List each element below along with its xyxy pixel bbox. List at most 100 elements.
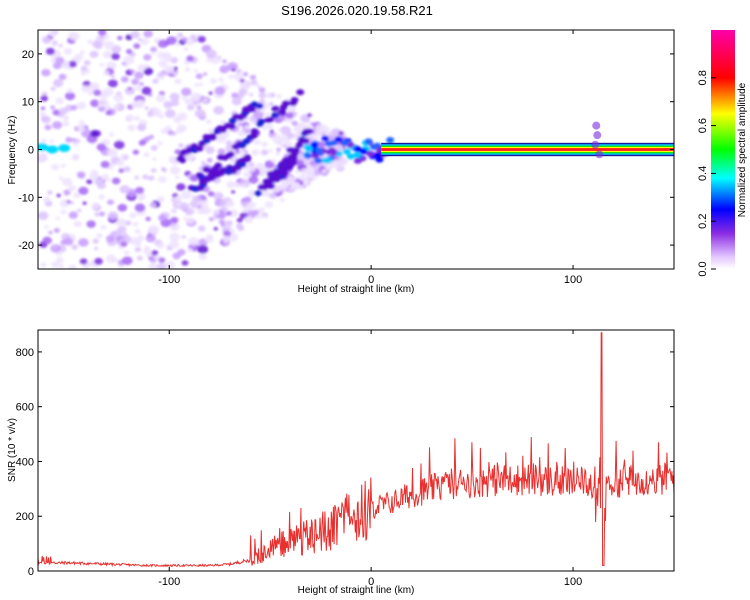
spectrogram-noise-blob (62, 115, 70, 121)
spectrogram-noise-blob (317, 141, 326, 148)
spectrogram-transition-blob (369, 143, 378, 150)
spectrogram-noise-blob (255, 83, 263, 89)
spectrogram-noise-blob (208, 217, 214, 222)
spectrogram-transition-blob (364, 138, 373, 145)
spectrogram-transition-blob (329, 139, 338, 146)
spectrogram-noise-blob (320, 131, 327, 137)
spectrogram-x-tick-label: 0 (368, 274, 374, 286)
spectrogram-noise-blob (181, 95, 188, 101)
spectrogram-noise-blob (40, 95, 49, 102)
spectrogram-streak-blob (305, 128, 314, 135)
spectrogram-noise-blob (38, 153, 49, 162)
spectrogram-transition-blob (311, 152, 320, 159)
spectrogram-noise-blob (134, 203, 146, 212)
spectrogram-noise-blob (101, 179, 106, 183)
spectrogram-noise-blob (202, 97, 209, 104)
spectrogram-noise-blob (58, 107, 68, 115)
spectrogram-noise-blob (268, 102, 274, 107)
spectrogram-noise-blob (95, 232, 103, 239)
spectrogram-noise-blob (261, 213, 267, 219)
spectrogram-noise-blob (213, 226, 219, 231)
spectrogram-noise-blob (258, 92, 267, 99)
spectrogram-noise-blob (107, 199, 114, 205)
spectrogram-noise-blob (168, 155, 178, 164)
spectrogram-noise-blob (176, 112, 188, 121)
spectrogram-noise-blob (186, 217, 195, 225)
spectrogram-noise-blob (123, 250, 130, 256)
spectrogram-noise-blob (79, 258, 88, 265)
spectrogram-noise-blob (111, 75, 116, 79)
spectrogram-noise-blob (60, 209, 67, 215)
spectrogram-noise-blob (97, 98, 109, 108)
spectrogram-streak-blob (178, 157, 187, 164)
spectrogram-noise-blob (281, 117, 286, 122)
spectrogram-noise-blob (184, 98, 194, 106)
spectrogram-noise-blob (134, 175, 139, 180)
spectrogram-y-label: Frequency (Hz) (7, 116, 18, 185)
spectrogram-noise-blob (71, 154, 80, 161)
spectrogram-noise-blob (113, 140, 125, 150)
spectrogram-transition-blob (329, 149, 338, 156)
spectrogram-noise-blob (140, 38, 150, 45)
spectrogram-noise-blob (43, 225, 49, 229)
spectrogram-streak-blob (254, 190, 263, 197)
spectrogram-noise-blob (219, 65, 230, 74)
spectrogram-noise-blob (137, 197, 143, 202)
spectrogram-noise-blob (186, 55, 194, 62)
spectrogram-noise-blob (76, 101, 87, 110)
spectrogram-noise-blob (206, 57, 213, 63)
spectrogram-noise-blob (259, 108, 265, 113)
spectrogram-x-tick-label: 100 (564, 274, 582, 286)
spectrogram-noise-blob (39, 111, 46, 117)
spectrogram-noise-blob (50, 86, 56, 91)
spectrogram-noise-blob (58, 43, 63, 48)
snr-x-tick-label: 100 (564, 576, 582, 588)
spectrogram-noise-blob (180, 190, 192, 200)
spectrogram-transition-blob (324, 157, 333, 164)
spectrogram-noise-blob (174, 78, 182, 85)
spectrogram-noise-blob (308, 133, 315, 139)
spectrogram-noise-blob (222, 235, 231, 243)
snr-series-line (38, 332, 674, 568)
spectrogram-noise-blob (94, 178, 103, 186)
spectrogram-noise-blob (103, 87, 114, 97)
spectrogram-y-tick-label: -10 (18, 192, 34, 204)
spectrogram-noise-blob (80, 71, 86, 76)
spectrogram-transition-blob (321, 135, 330, 142)
snr-y-tick-label: 600 (16, 402, 34, 414)
spectrogram-noise-blob (38, 211, 49, 221)
spectrogram-noise-blob (218, 200, 226, 206)
spectrogram-noise-blob (130, 30, 140, 39)
spectrogram-noise-blob (231, 92, 239, 99)
spectrogram-noise-blob (164, 109, 176, 118)
spectrogram-noise-blob (208, 91, 213, 95)
spectrogram-noise-blob (79, 50, 85, 55)
spectrogram-noise-blob (155, 94, 166, 103)
spectrogram-noise-blob (248, 175, 259, 184)
snr-x-tick-label: -100 (158, 576, 180, 588)
spectrogram-noise-blob (212, 209, 220, 216)
snr-y-tick-label: 0 (28, 566, 34, 578)
spectrogram-transition-blob (305, 146, 314, 153)
spectrogram-noise-blob (135, 241, 142, 247)
spectrogram-noise-blob (105, 110, 112, 116)
snr-panel: -100 0 100 0 200 400 600 800 Height of straigh… (7, 329, 675, 596)
spectrogram-x-ticks: -100 0 100 (158, 30, 582, 286)
spectrogram-noise-blob (106, 61, 117, 70)
spectrogram-noise-blob (202, 72, 208, 76)
spectrogram-noise-blob (243, 171, 252, 178)
spectrogram-transition-blob (346, 153, 355, 160)
spectrogram-noise-blob (246, 201, 256, 210)
spectrogram-noise-blob (131, 78, 140, 85)
spectrogram-streak-blob (228, 123, 237, 130)
spectrogram-noise-blob (271, 158, 277, 164)
spectrogram-noise-blob (176, 202, 182, 207)
spectrogram-noise-blob (284, 141, 293, 148)
spectrogram-noise-blob (89, 50, 99, 58)
spectrogram-y-ticks: -20 -10 0 10 20 (18, 49, 674, 252)
spectrogram-noise-blob (139, 82, 144, 87)
spectrogram-noise-blob (78, 238, 89, 247)
spectrogram-streak-blob (214, 162, 223, 169)
spectrogram-streak-blob (301, 137, 310, 144)
